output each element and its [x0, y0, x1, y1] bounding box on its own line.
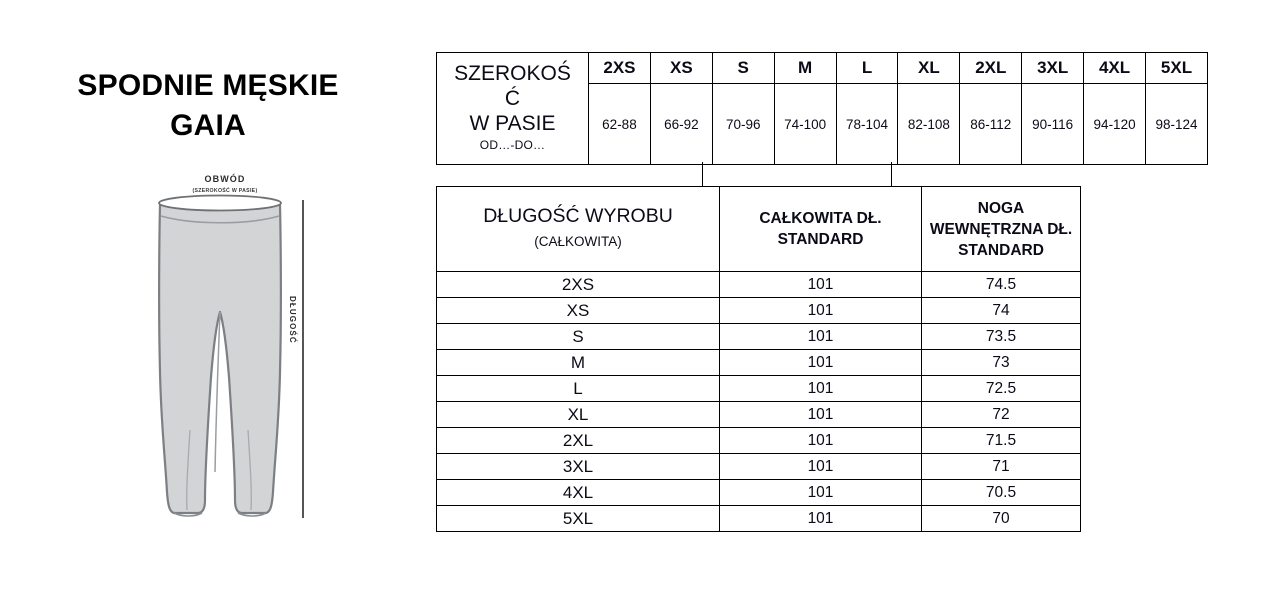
size-header-cell: 4XL — [1083, 52, 1147, 84]
table-row: 62-88 66-92 70-96 74-100 78-104 82-108 8… — [437, 83, 1208, 165]
table-row: 5XL 101 70 — [436, 505, 1081, 532]
row-total-length: 101 — [719, 453, 922, 480]
table-row: L 101 72.5 — [436, 375, 1081, 402]
table-row: S 101 73.5 — [436, 323, 1081, 350]
row-size: 5XL — [436, 505, 720, 532]
row-inseam-length: 70.5 — [921, 479, 1081, 506]
size-header-cell: 5XL — [1145, 52, 1208, 84]
size-header-cell: 2XL — [959, 52, 1023, 84]
waist-value-cell: 66-92 — [649, 83, 713, 165]
row-size: 4XL — [436, 479, 720, 506]
row-inseam-length: 73 — [921, 349, 1081, 376]
length-header-col3-line1: NOGA — [977, 199, 1025, 217]
length-header-col3-line2: WEWNĘTRZNA DŁ. — [929, 220, 1073, 238]
waist-row-header: SZEROKOŚ Ć W PASIE OD…-DO… — [436, 52, 589, 165]
table-connector-line — [891, 162, 892, 187]
waist-header-line2: Ć — [504, 87, 521, 110]
waist-value-cell: 98-124 — [1145, 83, 1208, 165]
length-header-col3: NOGA WEWNĘTRZNA DŁ. STANDARD — [921, 186, 1081, 272]
waist-header-line4: OD…-DO… — [479, 138, 546, 152]
length-measure-label: DŁUGOŚĆ — [288, 296, 297, 344]
table-connector-line — [702, 162, 703, 187]
table-row: SZEROKOŚ Ć W PASIE OD…-DO… 2XS XS S M L … — [436, 52, 1208, 165]
trousers-shape — [158, 194, 282, 517]
size-header-cell: M — [773, 52, 837, 84]
row-size: S — [436, 323, 720, 350]
row-total-length: 101 — [719, 401, 922, 428]
table-row: 2XS 101 74.5 — [436, 271, 1081, 298]
row-size: XL — [436, 401, 720, 428]
size-header-cell: XL — [897, 52, 961, 84]
table-row: M 101 73 — [436, 349, 1081, 376]
waist-value-cell: 74-100 — [773, 83, 837, 165]
length-header-col2: CAŁKOWITA DŁ. STANDARD — [719, 186, 922, 272]
waist-value-cell: 62-88 — [588, 83, 651, 165]
row-total-length: 101 — [719, 349, 922, 376]
row-total-length: 101 — [719, 323, 922, 350]
row-size: L — [436, 375, 720, 402]
length-header-col1: DŁUGOŚĆ WYROBU (CAŁKOWITA) — [436, 186, 720, 272]
row-size: 2XS — [436, 271, 720, 298]
size-header-cell: 3XL — [1021, 52, 1085, 84]
row-inseam-length: 71 — [921, 453, 1081, 480]
row-total-length: 101 — [719, 271, 922, 298]
row-inseam-length: 70 — [921, 505, 1081, 532]
row-total-length: 101 — [719, 505, 922, 532]
waist-measure-sublabel: (SZEROKOŚĆ W PASIE) — [192, 188, 258, 194]
row-inseam-length: 72.5 — [921, 375, 1081, 402]
length-header-col2-line1: CAŁKOWITA DŁ. — [759, 210, 882, 227]
waist-value-cell: 86-112 — [959, 83, 1023, 165]
waist-value-cell: 78-104 — [835, 83, 899, 165]
table-row: 3XL 101 71 — [436, 453, 1081, 480]
waist-value-cell: 70-96 — [711, 83, 775, 165]
row-inseam-length: 73.5 — [921, 323, 1081, 350]
row-inseam-length: 74.5 — [921, 271, 1081, 298]
size-header-cell: L — [835, 52, 899, 84]
table-row: XS 101 74 — [436, 297, 1081, 324]
waist-measure-label: OBWÓD — [204, 174, 246, 184]
waist-value-cell: 82-108 — [897, 83, 961, 165]
product-length-table: DŁUGOŚĆ WYROBU (CAŁKOWITA) CAŁKOWITA DŁ.… — [436, 186, 1081, 532]
row-size: 3XL — [436, 453, 720, 480]
row-total-length: 101 — [719, 427, 922, 454]
table-row: 4XL 101 70.5 — [436, 479, 1081, 506]
size-header-cell: S — [711, 52, 775, 84]
row-total-length: 101 — [719, 479, 922, 506]
row-size: 2XL — [436, 427, 720, 454]
length-header-col1-line1: DŁUGOŚĆ WYROBU — [483, 205, 673, 227]
row-inseam-length: 72 — [921, 401, 1081, 428]
length-header-col3-line3: STANDARD — [958, 241, 1044, 259]
size-header-cell: 2XS — [588, 52, 651, 84]
page-title: SPODNIE MĘSKIE GAIA — [77, 69, 339, 142]
trousers-diagram — [138, 172, 328, 522]
row-inseam-length: 71.5 — [921, 427, 1081, 454]
table-row: 2XL 101 71.5 — [436, 427, 1081, 454]
row-size: M — [436, 349, 720, 376]
size-header-cell: XS — [649, 52, 713, 84]
row-size: XS — [436, 297, 720, 324]
waist-value-cell: 94-120 — [1083, 83, 1147, 165]
waist-header-line1: SZEROKOŚ — [454, 62, 571, 85]
row-total-length: 101 — [719, 297, 922, 324]
waist-width-table: SZEROKOŚ Ć W PASIE OD…-DO… 2XS XS S M L … — [436, 52, 1208, 165]
row-total-length: 101 — [719, 375, 922, 402]
table-row: XL 101 72 — [436, 401, 1081, 428]
length-header-col1-line2: (CAŁKOWITA) — [534, 234, 622, 249]
waist-header-line3: W PASIE — [469, 112, 556, 135]
row-inseam-length: 74 — [921, 297, 1081, 324]
left-panel: SPODNIE MĘSKIE GAIA OBWÓD (SZEROKOŚĆ W P… — [0, 0, 434, 593]
table-header-row: DŁUGOŚĆ WYROBU (CAŁKOWITA) CAŁKOWITA DŁ.… — [436, 186, 1081, 272]
length-header-col2-line2: STANDARD — [777, 231, 864, 248]
waist-value-cell: 90-116 — [1021, 83, 1085, 165]
